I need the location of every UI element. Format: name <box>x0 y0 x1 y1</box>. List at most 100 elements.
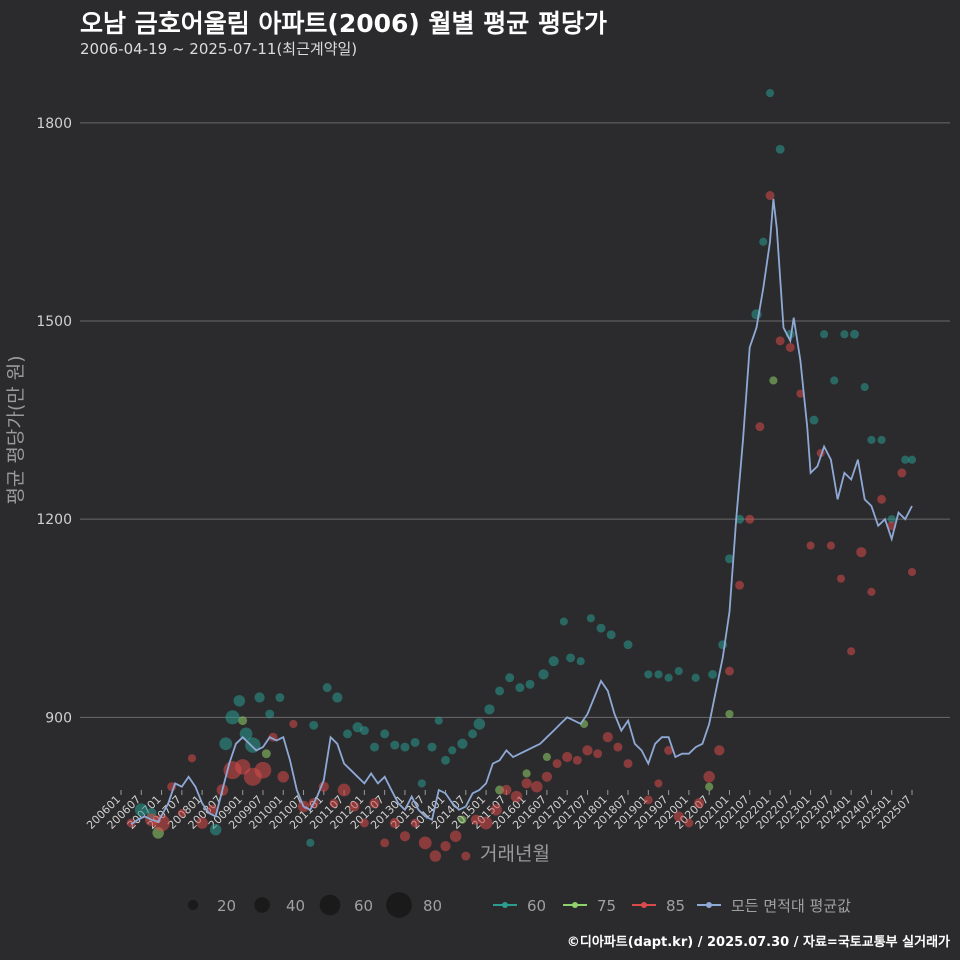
data-point-60 <box>400 742 410 752</box>
y-tick-label: 1500 <box>36 314 72 330</box>
data-point-60 <box>759 237 768 246</box>
data-point-85 <box>429 850 442 862</box>
data-point-60 <box>417 779 426 788</box>
data-point-85 <box>349 801 360 812</box>
data-point-85 <box>847 647 856 656</box>
y-tick-label: 1800 <box>36 116 72 132</box>
data-point-85 <box>470 814 482 825</box>
data-point-85 <box>177 809 186 818</box>
data-point-85 <box>755 422 765 432</box>
legend-label: 60 <box>527 897 546 915</box>
data-point-60 <box>219 737 233 751</box>
data-point-60 <box>735 514 745 524</box>
data-point-85 <box>572 755 582 765</box>
data-point-60 <box>548 656 559 667</box>
data-point-60 <box>576 657 585 666</box>
data-point-60 <box>495 686 505 696</box>
data-point-85 <box>664 745 674 755</box>
size-legend-swatch <box>187 899 199 911</box>
data-point-85 <box>490 804 502 816</box>
data-point-85 <box>745 514 755 524</box>
data-point-85 <box>461 851 471 861</box>
data-point-85 <box>521 778 532 789</box>
data-point-85 <box>806 541 815 550</box>
y-axis-title: 평균 평당가(만 원) <box>5 355 27 504</box>
data-point-60 <box>343 729 352 739</box>
data-point-85 <box>440 841 451 852</box>
data-point-85 <box>826 541 835 550</box>
data-point-85 <box>410 818 420 828</box>
data-point-60 <box>525 679 535 689</box>
data-point-85 <box>897 468 907 478</box>
data-point-75 <box>522 769 531 778</box>
data-point-60 <box>410 737 420 747</box>
data-point-85 <box>877 494 887 504</box>
data-point-85 <box>399 831 411 842</box>
data-point-60 <box>674 667 683 676</box>
source-credit: ©디아파트(dapt.kr) / 2025.07.30 / 자료=국토교통부 실… <box>566 935 950 950</box>
data-point-85 <box>552 759 562 769</box>
data-point-75 <box>705 782 714 791</box>
data-point-85 <box>153 814 170 832</box>
data-point-85 <box>673 811 684 822</box>
data-point-85 <box>359 818 369 828</box>
data-point-85 <box>380 838 390 848</box>
data-point-60 <box>708 669 718 679</box>
data-point-60 <box>606 630 616 640</box>
data-point-85 <box>337 783 351 797</box>
data-point-60 <box>830 376 839 385</box>
data-point-60 <box>448 746 457 755</box>
data-point-60 <box>254 692 265 703</box>
data-point-60 <box>596 623 606 633</box>
data-point-85 <box>867 587 876 596</box>
data-point-60 <box>907 455 917 464</box>
data-point-60 <box>233 695 246 707</box>
legend-swatch-dot <box>502 902 508 908</box>
data-point-75 <box>458 815 467 824</box>
legend-swatch-dot <box>572 902 578 908</box>
data-point-60 <box>225 710 240 725</box>
data-point-60 <box>820 330 829 339</box>
data-point-60 <box>887 515 896 524</box>
data-point-60 <box>505 673 515 683</box>
data-point-85 <box>541 771 553 782</box>
data-point-60 <box>434 716 443 725</box>
data-point-85 <box>289 719 298 729</box>
x-axis-title: 거래년월 <box>480 843 550 865</box>
size-legend-swatch <box>319 894 341 916</box>
data-point-75 <box>769 376 778 385</box>
data-point-85 <box>693 798 705 809</box>
data-point-60 <box>559 617 568 626</box>
data-point-75 <box>542 752 551 762</box>
chart-subtitle: 2006-04-19 ~ 2025-07-11(최근계약일) <box>80 40 358 58</box>
data-point-85 <box>389 817 400 829</box>
data-point-60 <box>209 823 222 836</box>
data-point-85 <box>369 798 380 809</box>
data-point-60 <box>691 673 700 682</box>
data-point-60 <box>566 653 576 663</box>
data-point-60 <box>332 692 343 703</box>
data-point-60 <box>765 89 775 98</box>
data-point-85 <box>207 804 218 815</box>
data-point-60 <box>359 726 369 736</box>
data-point-85 <box>907 567 917 577</box>
data-point-60 <box>877 435 886 444</box>
data-point-85 <box>735 580 745 590</box>
data-point-85 <box>703 771 715 783</box>
data-point-60 <box>644 670 653 679</box>
data-point-60 <box>380 729 390 739</box>
data-point-60 <box>309 720 319 730</box>
data-point-60 <box>867 435 876 444</box>
data-point-85 <box>714 745 725 756</box>
data-point-85 <box>684 818 694 828</box>
data-point-60 <box>850 329 859 339</box>
data-point-60 <box>809 415 819 425</box>
data-point-85 <box>418 836 432 850</box>
data-point-60 <box>775 144 785 154</box>
y-tick-label: 1200 <box>36 512 72 528</box>
data-point-60 <box>468 729 478 739</box>
data-point-60 <box>370 742 379 752</box>
data-point-85 <box>531 780 543 793</box>
data-point-60 <box>245 737 261 753</box>
data-point-85 <box>836 574 846 583</box>
